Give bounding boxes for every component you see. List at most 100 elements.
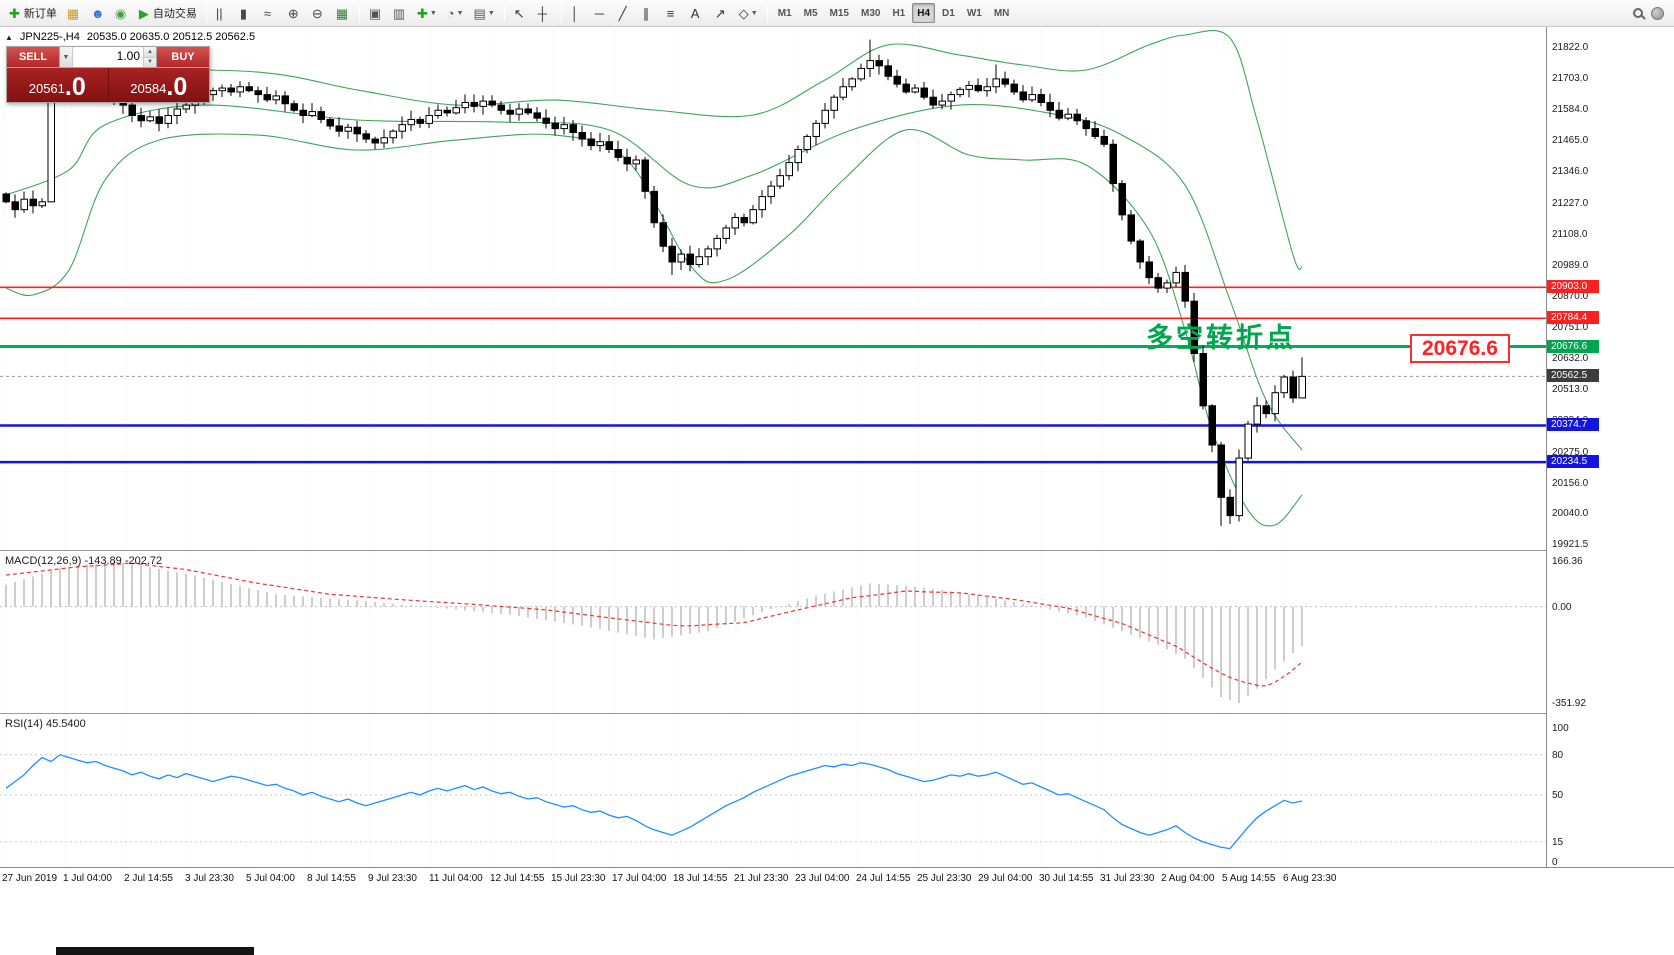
rsi-tick-label: 80 (1552, 749, 1564, 761)
templates-button[interactable]: ▤ ▼ (470, 2, 499, 24)
templates-glyph: ▤ (473, 5, 486, 21)
ohlc-bars-icon[interactable]: || (212, 2, 234, 24)
bollinger-upper-band (5, 30, 1303, 271)
sell-price-main: 20561 (28, 81, 65, 96)
macd-tick-label: 0.00 (1552, 601, 1572, 613)
channel-icon[interactable]: ∥ (639, 2, 661, 24)
new-chart-icon[interactable]: ▦ (63, 2, 85, 24)
bar-ohlc-values: 20535.0 20635.0 20512.5 20562.5 (86, 31, 256, 43)
main-chart-canvas[interactable] (0, 27, 1546, 550)
zoom-out-icon[interactable]: ⊖ (308, 2, 330, 24)
cascade-windows-icon[interactable]: ▥ (389, 2, 411, 24)
vertical-line-icon[interactable]: │ (567, 2, 589, 24)
timeframe-d1[interactable]: D1 (942, 7, 955, 19)
indicators-button[interactable]: ✚ ▼ (413, 2, 441, 24)
rsi-line (5, 754, 1303, 850)
line-chart-icon-glyph: ≈ (263, 5, 272, 21)
periods-button[interactable]: ◔ ▼ (443, 2, 468, 24)
macd-signal-line (5, 562, 1303, 687)
profiles-icon-glyph: ☻ (90, 5, 105, 21)
cursor-icon[interactable]: ↖ (510, 2, 532, 24)
profiles-icon[interactable]: ☻ (87, 2, 109, 24)
shapes-button[interactable]: ◇ ▼ (735, 2, 762, 24)
search-icon[interactable] (1633, 8, 1643, 18)
timeframe-m15[interactable]: M15 (829, 7, 849, 19)
toolbar-separator (503, 4, 505, 22)
rsi-tick-label: 100 (1552, 723, 1569, 734)
macd-canvas[interactable] (0, 551, 1546, 713)
collapse-triangle-icon[interactable]: ▲ (5, 32, 13, 42)
volume-dropdown[interactable]: ▼ (60, 47, 73, 67)
volume-down-button[interactable]: ▼ (144, 57, 156, 67)
panel-separator[interactable] (0, 550, 1674, 551)
data-window-icon[interactable]: ◉ (111, 2, 133, 24)
time-axis-label: 29 Jul 04:00 (978, 873, 1033, 884)
crosshair-icon[interactable]: ┼ (534, 2, 556, 24)
price-tag-20562.5: 20562.5 (1547, 369, 1599, 383)
panel-separator[interactable] (0, 713, 1674, 714)
sell-price-button[interactable]: 20561 .0 (7, 68, 108, 102)
timeframe-m1[interactable]: M1 (777, 7, 792, 19)
volume-input[interactable]: 1.00 (116, 49, 140, 63)
autotrading-button[interactable]: ▶ 自动交易 (135, 2, 201, 24)
horizontal-line-icon[interactable]: ─ (591, 2, 613, 24)
timeframe-m5[interactable]: M5 (803, 7, 818, 19)
macd-histogram (5, 561, 1303, 704)
bollinger-bands (5, 30, 1303, 527)
timeframe-w1[interactable]: W1 (966, 7, 982, 19)
time-axis-label: 21 Jul 23:30 (734, 873, 789, 884)
line-chart-icon[interactable]: ≈ (260, 2, 282, 24)
toolbar-right (1633, 6, 1670, 20)
buy-price-button[interactable]: 20584 .0 (107, 68, 209, 102)
price-tag-20676.6: 20676.6 (1547, 339, 1599, 353)
time-axis-label: 9 Jul 23:30 (368, 873, 417, 884)
sell-price-frac: .0 (64, 73, 86, 101)
ohlc-bars-icon-glyph: || (215, 5, 223, 21)
community-icon[interactable] (1651, 6, 1664, 20)
time-axis-label: 12 Jul 14:55 (490, 873, 545, 884)
new-order-button[interactable]: ✚ 新订单 (5, 2, 61, 24)
zoom-in-icon[interactable]: ⊕ (284, 2, 306, 24)
time-axis-label: 18 Jul 14:55 (673, 873, 728, 884)
price-tick-label: 20513.0 (1552, 384, 1589, 396)
timeframe-h4[interactable]: H4 (912, 3, 936, 23)
price-tick-label: 21822.0 (1552, 42, 1589, 53)
bottom-scrollbar-thumb[interactable] (56, 947, 254, 955)
rsi-canvas[interactable] (0, 714, 1546, 867)
chevron-down-icon: ▼ (429, 9, 437, 17)
text-icon[interactable]: A (687, 2, 709, 24)
sell-button[interactable]: SELL (7, 47, 59, 67)
toolbar-separator (766, 4, 768, 22)
volume-up-button[interactable]: ▲ (144, 47, 156, 58)
tile-windows-icon[interactable]: ▣ (365, 2, 387, 24)
candlestick-chart-icon[interactable]: ▮ (236, 2, 258, 24)
new-chart-icon-glyph: ▦ (66, 5, 80, 21)
fibonacci-icon[interactable]: ≡ (663, 2, 685, 24)
channel-icon-glyph: ∥ (642, 5, 650, 21)
zoom-out-icon-glyph: ⊖ (311, 5, 323, 21)
bottom-scrollbar-track (0, 947, 1674, 955)
time-axis[interactable]: 27 Jun 2019 1 Jul 04:00 2 Jul 14:55 3 Jul 2… (0, 867, 1674, 893)
price-axis[interactable]: 21822.0 21703.0 21584.0 21465.0 21346.0 21227… (1546, 27, 1674, 868)
price-tick-label: 20275.0 (1552, 446, 1589, 458)
price-callout-object[interactable]: 20676.6 (1410, 334, 1510, 363)
periods-glyph: ◔ (446, 5, 455, 21)
toolbar: ✚ 新订单 ▦ ☻ ◉ ▶ 自动交易 || ▮ ≈ ⊕ ⊖ ▦ ▣ ▥ ✚ ▼ ◔ ▼ ▤ ▼ ↖ ┼ │ ─ ╱ ∥ ≡ A ↗ ◇ ▼ M… (0, 0, 1674, 27)
grid-icon[interactable]: ▦ (332, 2, 354, 24)
macd-label: MACD(12,26,9) -143.89 -202.72 (5, 555, 163, 567)
chevron-down-icon: ▼ (487, 9, 495, 17)
trendline-icon[interactable]: ╱ (615, 2, 637, 24)
fibonacci-icon-glyph: ≡ (666, 5, 675, 21)
candlestick-chart-icon-glyph: ▮ (239, 5, 248, 21)
buy-button[interactable]: BUY (157, 47, 209, 67)
price-tick-label: 21108.0 (1552, 228, 1588, 240)
timeframe-h1[interactable]: H1 (892, 7, 906, 19)
timeframe-mn[interactable]: MN (993, 7, 1010, 19)
arrows-icon[interactable]: ↗ (711, 2, 733, 24)
chevron-down-icon: ▼ (456, 9, 464, 17)
price-tick-label: 21346.0 (1552, 166, 1589, 178)
new-order-button-label: 新订单 (23, 8, 57, 20)
turning-point-text-object[interactable]: 多空转折点 (1146, 323, 1296, 353)
bollinger-middle-band (5, 104, 1303, 451)
timeframe-m30[interactable]: M30 (860, 7, 881, 19)
